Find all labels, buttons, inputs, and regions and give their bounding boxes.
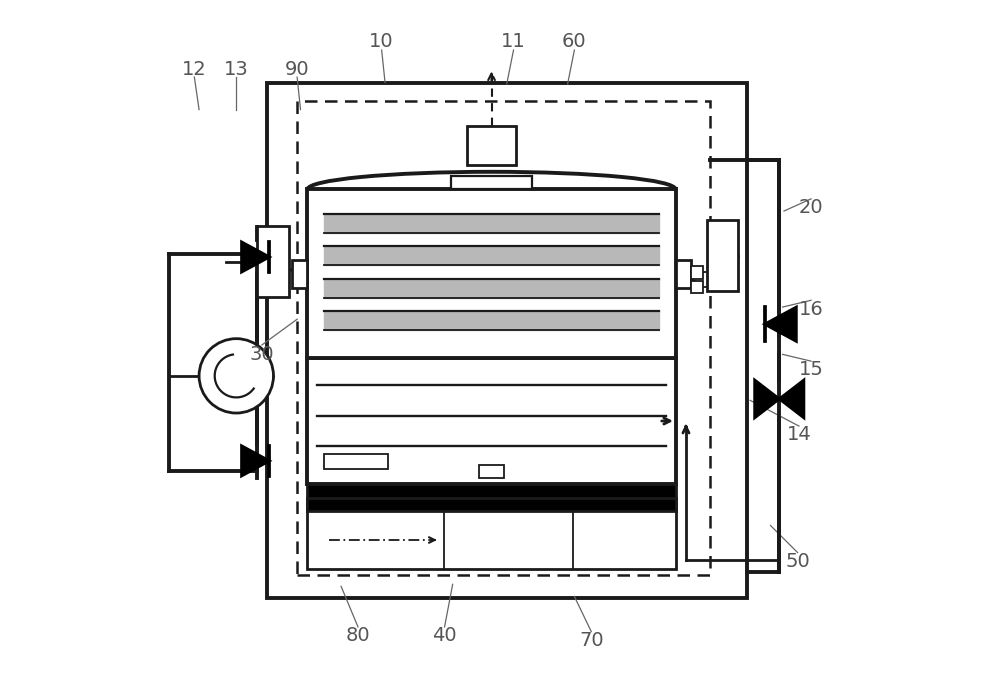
Bar [479, 464, 504, 478]
Polygon shape [779, 380, 804, 418]
Bar [307, 498, 676, 511]
Text: 14: 14 [787, 424, 811, 443]
Bar [267, 83, 747, 598]
Text: 13: 13 [224, 60, 249, 79]
Text: 90: 90 [285, 60, 309, 79]
Bar [676, 259, 691, 288]
Bar [691, 266, 703, 278]
Bar [307, 189, 676, 359]
Text: 40: 40 [432, 626, 457, 645]
Bar [297, 101, 710, 575]
Text: 50: 50 [785, 552, 810, 571]
Text: 60: 60 [562, 33, 587, 52]
Bar [257, 226, 289, 297]
Polygon shape [242, 446, 269, 476]
Bar [324, 454, 388, 469]
Text: 11: 11 [501, 33, 526, 52]
Text: 80: 80 [346, 626, 370, 645]
Bar [451, 176, 532, 189]
Text: 70: 70 [579, 631, 604, 650]
Polygon shape [755, 380, 779, 418]
Polygon shape [765, 308, 796, 341]
Text: 15: 15 [799, 361, 823, 380]
Circle shape [199, 339, 273, 413]
Bar [307, 359, 676, 483]
Bar [307, 483, 676, 498]
Polygon shape [242, 242, 269, 272]
Text: 12: 12 [182, 60, 207, 79]
Text: 20: 20 [799, 198, 823, 217]
Bar [292, 259, 307, 288]
Bar [707, 221, 738, 291]
Text: 10: 10 [369, 33, 394, 52]
Text: 16: 16 [799, 299, 823, 318]
Text: 30: 30 [250, 345, 274, 364]
Bar [467, 126, 516, 165]
Bar [691, 280, 703, 293]
Bar [307, 498, 676, 570]
